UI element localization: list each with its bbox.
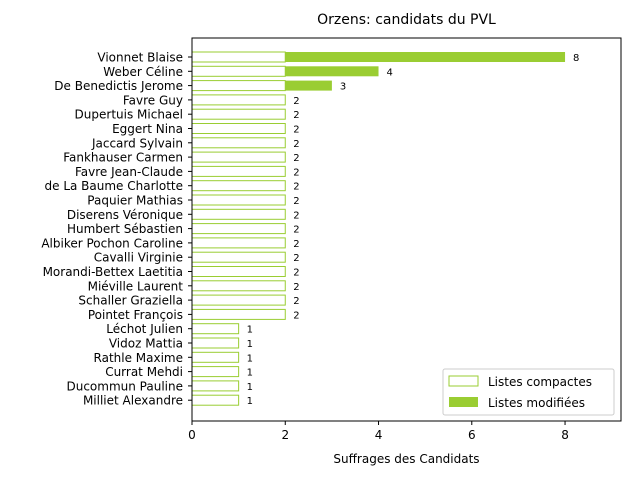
data-label: 2 (293, 139, 299, 150)
series-listes-compactes (191, 51, 286, 406)
data-label: 1 (247, 382, 253, 393)
y-tick-label: Léchot Julien (106, 322, 183, 336)
bar-compact (191, 251, 286, 263)
data-label: 1 (247, 396, 253, 407)
bar-compact (191, 208, 286, 220)
y-tick-label: Rathle Maxime (94, 351, 183, 365)
x-tick-label: 6 (468, 428, 476, 442)
data-label: 2 (293, 239, 299, 250)
data-label: 2 (293, 310, 299, 321)
bar-compact (191, 65, 286, 77)
data-label: 2 (293, 268, 299, 279)
legend-swatch-listes-compactes (448, 375, 479, 387)
data-labels: 8 4 3 2 2 2 2 2 2 2 2 2 2 2 2 2 2 2 2 1 1 1 1 1 1 (247, 53, 580, 407)
y-tick-label: Ducommun Pauline (66, 379, 183, 393)
bar-compact (191, 351, 240, 363)
data-label: 2 (293, 167, 299, 178)
y-tick-label: Weber Céline (103, 65, 183, 79)
bar-compact (191, 180, 286, 192)
y-tick-label: Diserens Véronique (67, 208, 183, 222)
y-tick-label: Humbert Sébastien (67, 222, 183, 236)
data-label: 2 (293, 110, 299, 121)
y-tick-label: Milliet Alexandre (83, 394, 183, 408)
y-tick-label: Miéville Laurent (88, 279, 184, 293)
bar-compact (191, 194, 286, 206)
data-label: 2 (293, 96, 299, 107)
bar-compact (191, 237, 286, 249)
plot-area-frame (191, 37, 622, 422)
data-label: 4 (387, 67, 393, 78)
data-label: 2 (293, 282, 299, 293)
y-tick-label: Morandi-Bettex Laetitia (43, 265, 183, 279)
y-tick-label: De Benedictis Jerome (54, 79, 183, 93)
data-label: 2 (293, 182, 299, 193)
bar-compact (191, 366, 240, 378)
x-tick-label: 2 (281, 428, 289, 442)
data-label: 1 (247, 368, 253, 379)
bar-modified (285, 66, 379, 77)
bar-compact (191, 294, 286, 306)
y-tick-label: Dupertuis Michael (75, 108, 183, 122)
bar-modified (285, 52, 566, 62)
bar-compact (191, 394, 240, 406)
bar-compact (191, 51, 286, 63)
x-axis-label: Suffrages des Candidats (333, 452, 479, 466)
data-label: 2 (293, 125, 299, 136)
data-label: 2 (293, 196, 299, 207)
x-tick-label: 4 (375, 428, 383, 442)
bar-compact (191, 80, 286, 92)
data-label: 1 (247, 353, 253, 364)
data-label: 2 (293, 153, 299, 164)
data-label: 8 (573, 53, 579, 64)
y-tick-label: Favre Guy (123, 93, 183, 107)
y-tick-label: de La Baume Charlotte (45, 179, 184, 193)
data-label: 1 (247, 325, 253, 336)
data-label: 1 (247, 339, 253, 350)
y-tick-label: Favre Jean-Claude (75, 165, 183, 179)
bar-compact (191, 323, 240, 335)
y-tick-label: Vidoz Mattia (109, 337, 183, 351)
y-tick-label: Eggert Nina (112, 122, 183, 136)
y-tick-label: Pointet François (88, 308, 183, 322)
y-tick-label: Vionnet Blaise (97, 51, 183, 65)
y-tick-label: Cavalli Virginie (94, 251, 183, 265)
bar-compact (191, 337, 240, 349)
data-label: 2 (293, 253, 299, 264)
data-label: 2 (293, 225, 299, 236)
bar-compact (191, 94, 286, 106)
bar-modified (285, 80, 332, 91)
bar-compact (191, 151, 286, 163)
legend-label-listes-modifiees: Listes modifiées (488, 396, 585, 410)
legend-swatch-listes-modifiees (449, 397, 478, 407)
legend: Listes compactes Listes modifiées (442, 368, 615, 416)
bar-compact (191, 380, 240, 392)
series-listes-modifiees (285, 52, 566, 91)
bar-compact (191, 266, 286, 277)
y-tick-label: Paquier Mathias (87, 194, 183, 208)
y-tick-label: Fankhauser Carmen (63, 151, 183, 165)
x-tick-label: 8 (561, 428, 569, 442)
x-axis-ticks: 0 2 4 6 8 (188, 421, 569, 442)
data-label: 2 (293, 296, 299, 307)
x-tick-label: 0 (188, 428, 196, 442)
y-tick-label: Jaccard Sylvain (91, 136, 183, 150)
y-tick-label: Currat Mehdi (105, 365, 183, 379)
legend-label-listes-compactes: Listes compactes (488, 375, 592, 389)
data-label: 3 (340, 82, 346, 93)
bar-compact (191, 108, 286, 120)
bar-compact (191, 137, 286, 149)
bar-compact (191, 280, 286, 292)
bar-compact (191, 223, 286, 235)
chart-title: Orzens: candidats du PVL (317, 12, 496, 28)
data-label: 2 (293, 210, 299, 221)
bar-compact (191, 308, 286, 320)
y-tick-label: Albiker Pochon Caroline (41, 236, 183, 250)
bar-compact (191, 123, 286, 134)
y-tick-label: Schaller Graziella (78, 294, 183, 308)
bar-compact (191, 165, 286, 177)
legend-box (442, 368, 615, 416)
